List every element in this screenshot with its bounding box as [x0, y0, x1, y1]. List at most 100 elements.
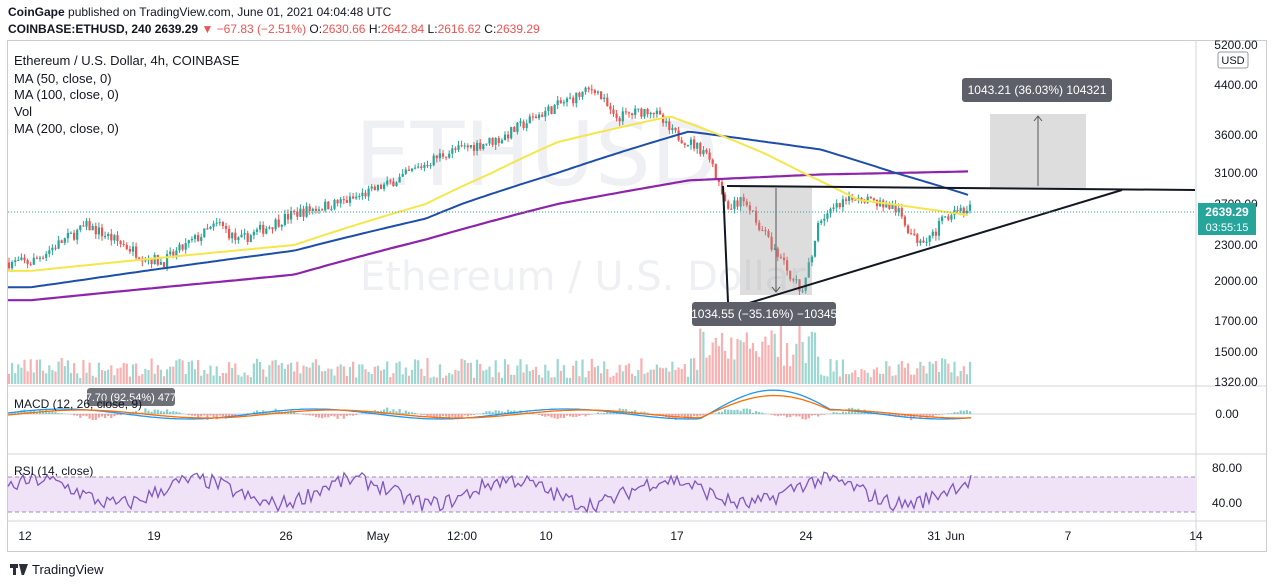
legend-ma200[interactable]: MA (200, close, 0): [14, 121, 119, 136]
volume-bar: [677, 367, 680, 384]
triangle-bottom-trendline[interactable]: [735, 189, 1123, 308]
chart-canvas[interactable]: ETHUSD Ethereum / U.S. Dollar −1034.55 (…: [0, 0, 1274, 556]
volume-bar: [181, 360, 184, 384]
legend-vol[interactable]: Vol: [14, 104, 33, 119]
volume-bar: [612, 375, 615, 384]
volume-bar: [454, 369, 457, 384]
candle-body: [224, 226, 228, 229]
macd-histogram-bar: [107, 414, 110, 417]
candle-body: [590, 89, 593, 91]
legend-ma100[interactable]: MA (100, close, 0): [14, 87, 119, 102]
candle-body: [212, 223, 215, 227]
volume-bar: [634, 376, 637, 384]
macd-histogram-bar: [761, 412, 764, 414]
volume-bar: [407, 375, 410, 384]
macd-histogram-bar: [776, 414, 779, 417]
candle-body: [649, 112, 652, 115]
volume-bar: [600, 373, 603, 384]
macd-histogram-bar: [389, 411, 392, 414]
candle-body: [398, 176, 401, 183]
candle-body: [832, 207, 835, 209]
candle-body: [727, 201, 730, 209]
price-axis-label: 5200.00: [1214, 38, 1258, 52]
candle-body: [872, 198, 875, 200]
macd-histogram-bar: [538, 414, 541, 415]
candle-body: [761, 230, 764, 232]
macd-histogram-bar: [968, 411, 972, 414]
tradingview-logo[interactable]: TradingView: [10, 562, 104, 577]
macd-histogram-bar: [407, 411, 410, 414]
volume-bar: [727, 358, 730, 384]
legend-title[interactable]: Ethereum / U.S. Dollar, 4h, COINBASE: [14, 53, 240, 68]
macd-histogram-bar: [209, 414, 212, 416]
volume-bar: [172, 366, 175, 384]
volume-bar: [131, 364, 135, 384]
candle-body: [733, 200, 736, 209]
candle-body: [91, 226, 94, 231]
macd-histogram-bar: [835, 412, 838, 414]
candle-body: [838, 203, 841, 208]
candle-body: [197, 235, 200, 241]
triangle-left-edge[interactable]: [722, 185, 729, 303]
measure-arrowhead-down: [771, 286, 781, 293]
volume-bar: [175, 360, 178, 384]
chart-frame[interactable]: [7, 40, 1267, 552]
volume-bar: [879, 373, 882, 384]
candle-body: [609, 106, 612, 110]
volume-bar: [401, 374, 404, 384]
volume-bar: [724, 350, 727, 384]
candle-body: [302, 208, 305, 217]
triangle-top-trendline[interactable]: [726, 185, 1196, 191]
macd-histogram-bar: [395, 411, 398, 414]
rsi-label[interactable]: RSI (14, close): [14, 464, 93, 478]
candle-body: [38, 257, 42, 259]
volume-bar: [128, 376, 131, 384]
candle-body: [491, 137, 494, 145]
volume-bar: [100, 370, 104, 384]
currency-badge[interactable]: [1217, 51, 1249, 69]
measure-label-up[interactable]: 1043.21 (36.03%) 104321: [962, 78, 1112, 102]
volume-bar: [197, 360, 200, 384]
macd-histogram-bar: [364, 413, 367, 414]
legend-ma50[interactable]: MA (50, close, 0): [14, 71, 112, 86]
price-axis-label: 2000.00: [1214, 274, 1258, 288]
macd-label[interactable]: MACD (12, 26, close, 9): [14, 397, 142, 411]
macd-histogram-bar: [35, 412, 38, 414]
macd-histogram-bar: [891, 414, 894, 415]
candle-body: [965, 210, 968, 214]
volume-bar: [683, 364, 686, 384]
macd-histogram-bar: [717, 412, 720, 414]
volume-bar: [596, 365, 600, 384]
macd-histogram-bar: [324, 414, 327, 418]
candle-body: [612, 109, 615, 114]
tradingview-logo-icon: [10, 564, 28, 575]
candle-body: [128, 249, 131, 252]
volume-bar: [934, 361, 937, 384]
ma50-line[interactable]: [8, 115, 969, 272]
macd-histogram-bar: [200, 414, 203, 417]
candle-body: [835, 203, 838, 208]
volume-bar: [445, 375, 448, 384]
volume-bar: [640, 358, 643, 384]
publish-text: published on TradingView.com, June 01, 2…: [68, 5, 392, 19]
candle-body: [745, 201, 748, 206]
macd-histogram-bar: [699, 414, 702, 416]
volume-bar: [609, 377, 612, 384]
volume-bar: [541, 377, 544, 384]
candle-body: [48, 250, 51, 254]
candle-body: [293, 210, 296, 212]
macd-histogram-bar: [435, 414, 438, 420]
publisher-name[interactable]: CoinGape: [8, 5, 65, 19]
macd-histogram-bar: [166, 409, 169, 414]
measure-label-down[interactable]: −1034.55 (−35.16%) −103455: [684, 302, 844, 326]
macd-tooltip: 47.70 (92.54%) 4770: [80, 388, 182, 406]
price-axis-label: 1500.00: [1214, 345, 1258, 359]
macd-histogram-bar: [578, 414, 581, 417]
ma100-line[interactable]: [8, 130, 969, 289]
macd-histogram-bar: [736, 409, 739, 414]
macd-histogram-bar: [252, 411, 255, 414]
candle-body: [624, 111, 627, 113]
time-axis[interactable]: 12 19 26 May 12:00 10 17 24 31 Jun 7 14: [18, 529, 1203, 543]
candle-body: [166, 254, 169, 268]
volume-bar: [807, 336, 810, 384]
